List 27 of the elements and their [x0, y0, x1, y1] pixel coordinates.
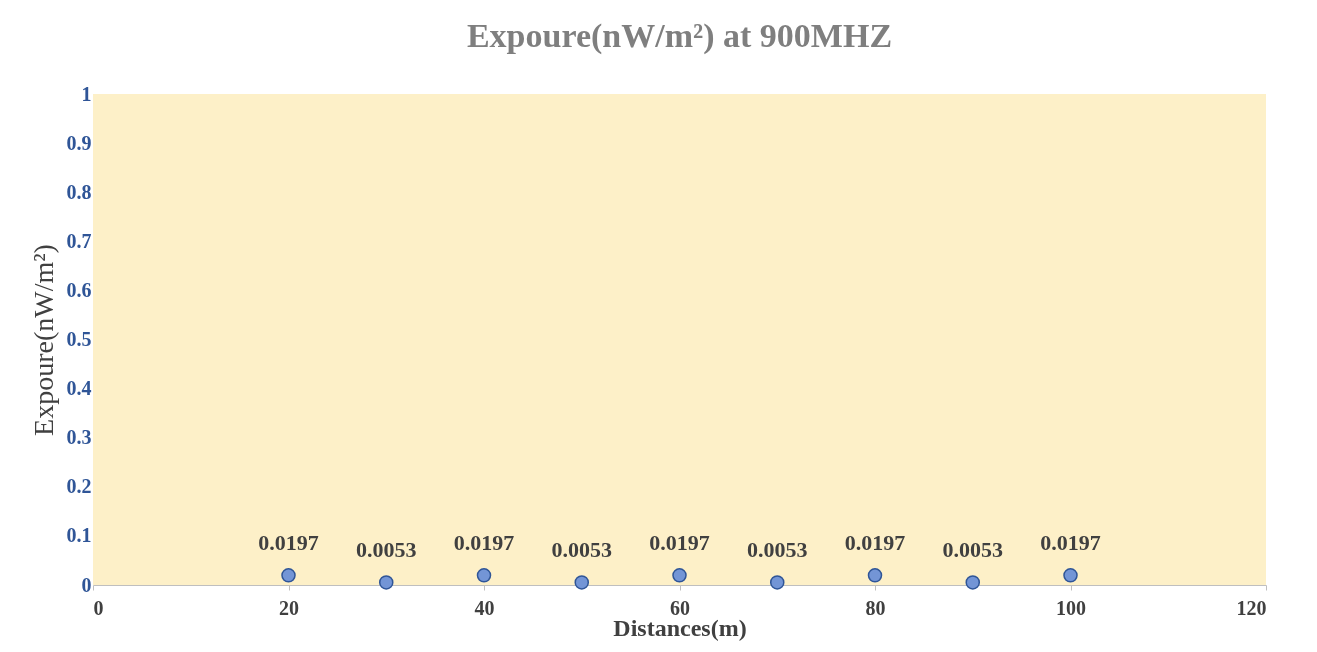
y-tick-label: 0.2 [66, 475, 92, 498]
y-tick-label: 0.6 [66, 278, 92, 301]
data-label: 0.0197 [649, 530, 710, 556]
y-tick-label: 0.1 [66, 524, 92, 547]
y-tick-label: 0.5 [66, 328, 92, 350]
data-label: 0.0197 [1040, 530, 1101, 556]
data-label: 0.0197 [258, 530, 319, 556]
y-tick-label: 1 [81, 82, 92, 105]
data-label: 0.0197 [453, 530, 515, 556]
y-axis-title: Expoure(nW/m²) [27, 244, 59, 436]
data-label: 0.0053 [356, 537, 417, 563]
data-label: 0.0053 [942, 537, 1003, 563]
data-label: 0.0053 [747, 537, 808, 563]
x-tick-label: 100 [1056, 596, 1086, 619]
data-label: 0.0197 [844, 530, 906, 556]
x-tick-label: 20 [279, 596, 299, 619]
y-tick-label: 0.9 [66, 131, 92, 154]
x-tick-label: 80 [865, 596, 886, 619]
y-tick-label: 0.8 [66, 180, 92, 203]
x-tick-label: 120 [1236, 596, 1267, 619]
y-tick-label: 0.4 [66, 377, 92, 400]
y-tick-label: 0.3 [66, 426, 92, 449]
x-tick-label: 40 [474, 596, 495, 619]
y-tick-label: 0.7 [66, 229, 92, 252]
data-label: 0.0053 [551, 537, 612, 563]
y-tick-label: 0 [81, 573, 92, 596]
chart-title: Expoure(nW/m²) at 900MHZ [466, 17, 893, 55]
